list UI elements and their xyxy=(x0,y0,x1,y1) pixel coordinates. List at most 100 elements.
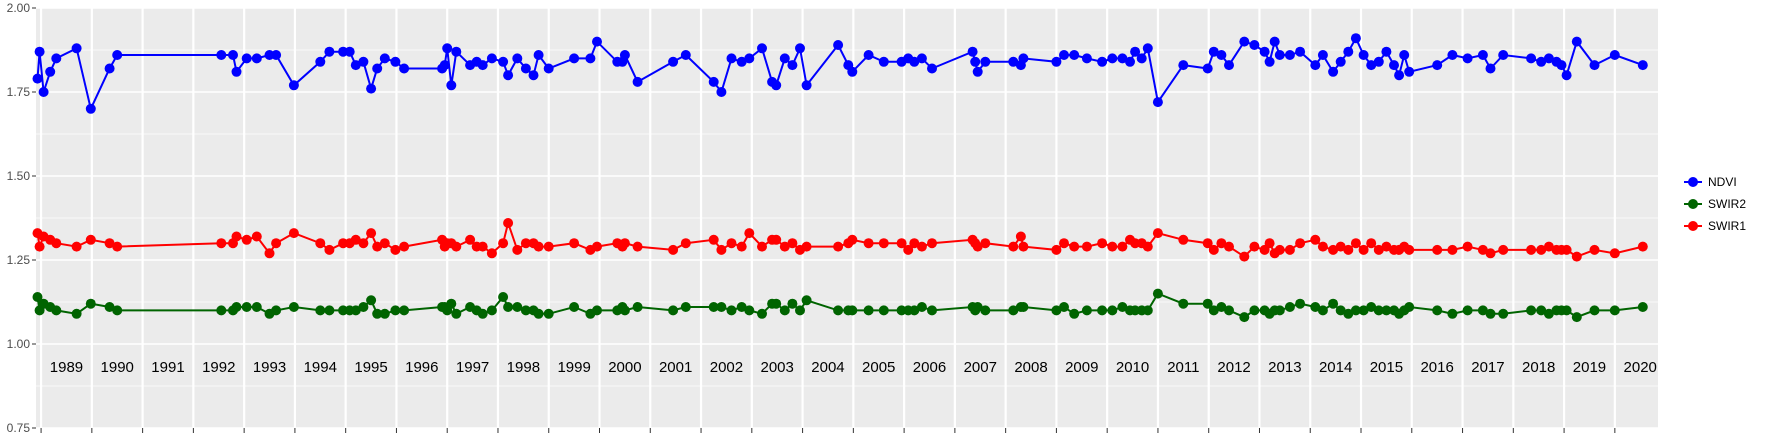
point-swir2 xyxy=(1432,305,1443,316)
point-swir1 xyxy=(909,238,920,249)
point-swir1 xyxy=(1208,244,1219,255)
point-swir1 xyxy=(779,241,790,252)
point-swir1 xyxy=(757,241,767,252)
y-tick-label: 0.75 xyxy=(7,421,31,435)
point-swir1 xyxy=(1350,238,1361,249)
point-ndvi xyxy=(1310,60,1321,71)
point-swir1 xyxy=(1008,241,1019,252)
point-swir2 xyxy=(878,305,889,316)
point-swir1 xyxy=(1142,241,1153,252)
point-ndvi xyxy=(1404,66,1415,77)
point-swir1 xyxy=(1373,244,1384,255)
point-swir2 xyxy=(366,295,377,306)
point-swir2 xyxy=(1447,308,1458,319)
point-ndvi xyxy=(779,53,790,64)
point-swir1 xyxy=(1609,248,1620,259)
year-label: 1997 xyxy=(456,359,489,376)
point-ndvi xyxy=(528,70,539,81)
point-swir2 xyxy=(446,298,457,309)
point-swir2 xyxy=(271,305,282,316)
point-swir2 xyxy=(1216,302,1227,312)
point-swir1 xyxy=(1366,238,1377,249)
point-swir2 xyxy=(680,302,691,312)
point-swir2 xyxy=(1637,302,1648,312)
point-swir2 xyxy=(1295,298,1306,309)
point-swir1 xyxy=(1477,244,1488,255)
year-label: 1995 xyxy=(354,359,387,376)
point-swir1 xyxy=(379,238,390,249)
point-ndvi xyxy=(970,56,981,67)
point-swir2 xyxy=(1152,288,1163,299)
major-gridlines xyxy=(36,7,1658,429)
point-ndvi xyxy=(1295,46,1306,57)
point-ndvi xyxy=(1059,50,1069,60)
point-ndvi xyxy=(1264,56,1275,67)
y-tick-label: 1.50 xyxy=(7,169,31,183)
point-swir2 xyxy=(350,305,361,316)
point-ndvi xyxy=(358,56,369,67)
point-swir2 xyxy=(708,302,719,312)
point-ndvi xyxy=(909,56,920,67)
point-ndvi xyxy=(1069,50,1080,60)
point-ndvi xyxy=(916,53,927,64)
point-swir1 xyxy=(1274,244,1285,255)
point-swir1 xyxy=(903,244,914,255)
point-swir1 xyxy=(1097,238,1108,249)
point-swir1 xyxy=(451,241,462,252)
point-swir1 xyxy=(668,244,679,255)
point-ndvi xyxy=(32,73,43,84)
point-ndvi xyxy=(736,56,747,67)
point-ndvi xyxy=(324,46,335,57)
point-swir1 xyxy=(288,228,299,239)
point-ndvi xyxy=(379,53,390,64)
point-ndvi xyxy=(372,63,383,74)
point-swir1 xyxy=(1561,244,1572,255)
point-swir1 xyxy=(1310,234,1321,245)
point-ndvi xyxy=(1589,60,1600,71)
year-label: 2002 xyxy=(710,359,743,376)
point-swir2 xyxy=(801,295,812,306)
year-label: 2020 xyxy=(1624,359,1657,376)
point-ndvi xyxy=(1018,53,1029,64)
point-swir2 xyxy=(288,302,299,312)
point-swir2 xyxy=(1249,305,1260,316)
point-swir1 xyxy=(896,238,907,249)
point-swir1 xyxy=(71,241,82,252)
point-swir1 xyxy=(543,241,554,252)
point-swir2 xyxy=(324,305,335,316)
year-label: 2012 xyxy=(1217,359,1250,376)
point-ndvi xyxy=(1284,50,1295,60)
point-swir2 xyxy=(1343,308,1354,319)
point-ndvi xyxy=(350,60,361,71)
point-ndvi xyxy=(38,87,49,97)
point-swir2 xyxy=(543,308,554,319)
point-ndvi xyxy=(1216,50,1227,60)
point-swir2 xyxy=(51,305,62,316)
point-swir1 xyxy=(1462,241,1473,252)
point-ndvi xyxy=(668,56,679,67)
point-swir2 xyxy=(668,305,679,316)
point-ndvi xyxy=(1394,70,1405,81)
point-swir2 xyxy=(520,305,531,316)
y-tick-label: 1.75 xyxy=(7,85,31,99)
point-swir1 xyxy=(51,238,62,249)
point-swir2 xyxy=(1224,305,1234,316)
point-swir2 xyxy=(477,308,488,319)
year-label: 1999 xyxy=(557,359,590,376)
point-swir1 xyxy=(399,241,410,252)
point-ndvi xyxy=(451,46,462,57)
point-ndvi xyxy=(45,66,56,77)
point-swir1 xyxy=(1498,244,1509,255)
year-label: 2006 xyxy=(913,359,946,376)
point-swir1 xyxy=(1536,244,1547,255)
point-swir1 xyxy=(315,238,326,249)
point-swir1 xyxy=(927,238,937,249)
point-ndvi xyxy=(1432,60,1443,71)
point-ndvi xyxy=(878,56,889,67)
point-swir2 xyxy=(1358,305,1369,316)
point-swir2 xyxy=(451,308,462,319)
year-label: 2007 xyxy=(964,359,997,376)
point-swir1 xyxy=(980,238,991,249)
point-ndvi xyxy=(344,46,355,57)
point-swir2 xyxy=(379,308,390,319)
